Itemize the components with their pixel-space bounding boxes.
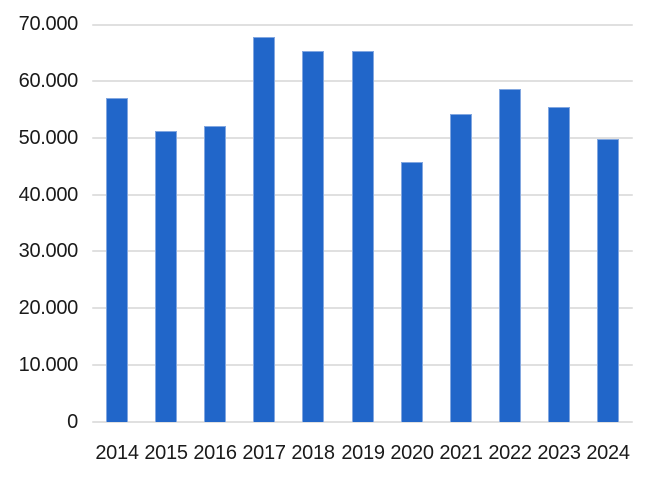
y-axis-tick-label: 40.000 <box>18 184 79 206</box>
y-axis-tick-label: 0 <box>67 411 78 433</box>
x-axis-tick-label: 2019 <box>341 442 385 464</box>
x-axis-tick-label: 2021 <box>439 442 483 464</box>
y-axis-tick-label: 60.000 <box>18 70 79 92</box>
y-axis-tick-label: 30.000 <box>18 240 79 262</box>
bar-2021[interactable] <box>450 114 472 422</box>
bar-2024[interactable] <box>597 139 619 422</box>
x-axis-tick-label: 2023 <box>537 442 581 464</box>
bar-2022[interactable] <box>499 89 521 422</box>
y-axis-tick-label: 70.000 <box>18 13 79 35</box>
gridline <box>92 24 633 26</box>
y-axis-tick-label: 10.000 <box>18 354 79 376</box>
x-axis-tick-label: 2018 <box>291 442 335 464</box>
bar-2020[interactable] <box>401 162 423 422</box>
bar-2015[interactable] <box>155 131 177 422</box>
x-axis-tick-label: 2020 <box>390 442 434 464</box>
bar-2016[interactable] <box>204 126 226 422</box>
bar-2019[interactable] <box>352 51 374 422</box>
y-axis-tick-label: 50.000 <box>18 127 79 149</box>
bar-2018[interactable] <box>302 51 324 422</box>
x-axis-tick-label: 2014 <box>95 442 139 464</box>
bar-2023[interactable] <box>548 107 570 422</box>
x-axis-tick-label: 2016 <box>193 442 237 464</box>
x-axis-tick-label: 2024 <box>586 442 630 464</box>
x-axis-tick-label: 2022 <box>488 442 532 464</box>
x-axis-tick-label: 2015 <box>144 442 188 464</box>
x-axis-tick-label: 2017 <box>242 442 286 464</box>
y-axis-tick-label: 20.000 <box>18 297 79 319</box>
bar-2017[interactable] <box>253 37 275 422</box>
bar-2014[interactable] <box>106 98 128 422</box>
plot-area <box>92 24 633 423</box>
gridline <box>92 421 633 423</box>
